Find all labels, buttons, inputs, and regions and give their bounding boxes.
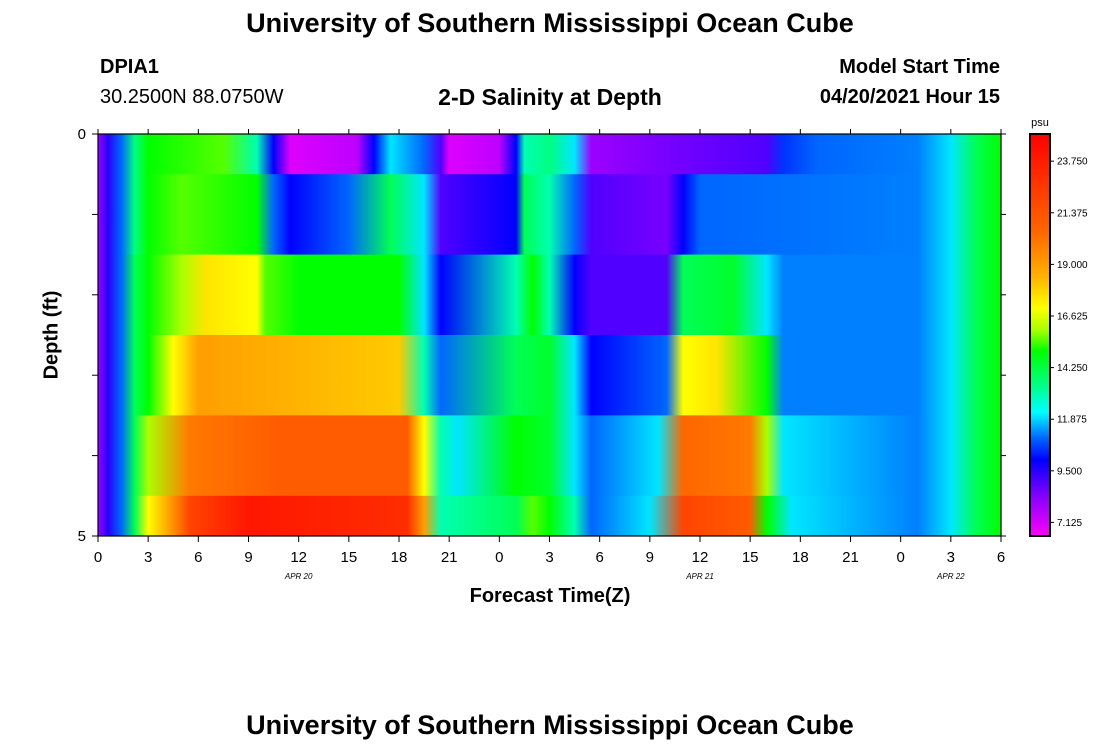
colorbar-tick-label: 9.500 — [1057, 466, 1082, 477]
x-tick-label: 6 — [595, 549, 603, 566]
x-axis-ticks: 0 3 6 9 12 15 18 21 0 3 6 9 12 15 18 21 0 3 6 — [94, 129, 1005, 566]
date-label: APR 21 — [685, 572, 714, 581]
colorbar-unit-label: psu — [1031, 117, 1049, 129]
heatmap-rows — [98, 134, 1001, 537]
x-axis-title: Forecast Time(Z) — [469, 585, 631, 607]
x-tick-label: 18 — [792, 549, 809, 566]
heatmap-row-row3 — [98, 254, 1001, 336]
heatmap-row-row5 — [98, 415, 1001, 497]
x-tick-label: 9 — [646, 549, 654, 566]
x-tick-label: 12 — [290, 549, 307, 566]
colorbar-tick-label: 11.875 — [1057, 415, 1087, 426]
colorbar-tick-label: 19.000 — [1057, 260, 1088, 271]
x-tick-label: 3 — [144, 549, 152, 566]
y-axis-ticks: 05 — [78, 126, 1006, 545]
x-tick-label: 9 — [244, 549, 252, 566]
heatmap-row-row4 — [98, 335, 1001, 416]
date-label: APR 22 — [936, 572, 965, 581]
x-tick-label: 6 — [194, 549, 202, 566]
x-tick-label: 15 — [340, 549, 357, 566]
model-start-value: 04/20/2021 Hour 15 — [819, 86, 1000, 108]
heatmap-row-row2 — [98, 174, 1001, 256]
x-tick-label: 21 — [842, 549, 859, 566]
model-start-label: Model Start Time — [839, 56, 1000, 78]
x-tick-label: 21 — [441, 549, 458, 566]
x-tick-label: 6 — [997, 549, 1005, 566]
colorbar-tick-label: 14.250 — [1057, 363, 1088, 374]
y-tick-label: 0 — [78, 126, 86, 143]
x-tick-label: 15 — [742, 549, 759, 566]
date-label: APR 20 — [284, 572, 313, 581]
colorbar-tick-label: 23.750 — [1057, 157, 1088, 168]
x-tick-label: 12 — [692, 549, 709, 566]
colorbar-tick-label: 16.625 — [1057, 311, 1088, 322]
colorbar: psu 23.750 21.375 19.000 16.625 14.250 11.875 9… — [1029, 117, 1088, 537]
x-tick-label: 0 — [896, 549, 904, 566]
x-date-labels: APR 20 APR 21 APR 22 — [284, 572, 965, 581]
x-tick-label: 3 — [545, 549, 553, 566]
y-tick-label: 5 — [78, 528, 86, 545]
heatmap-row-row6_bottom — [98, 495, 1001, 537]
colorbar-tick-label: 21.375 — [1057, 208, 1088, 219]
x-tick-label: 0 — [94, 549, 102, 566]
colorbar-tick-label: 7.125 — [1057, 518, 1082, 529]
page-title-top: University of Southern Mississippi Ocean… — [246, 8, 854, 38]
x-tick-label: 3 — [947, 549, 955, 566]
x-tick-label: 0 — [495, 549, 503, 566]
y-axis-title: Depth (ft) — [40, 290, 63, 380]
station-coordinates: 30.2500N 88.0750W — [100, 86, 284, 108]
chart-title: 2-D Salinity at Depth — [438, 84, 662, 110]
heatmap-row-row1_surface — [98, 134, 1001, 175]
station-id: DPIA1 — [100, 56, 159, 78]
page-title-bottom: University of Southern Mississippi Ocean… — [246, 710, 854, 740]
x-tick-label: 18 — [391, 549, 408, 566]
colorbar-gradient — [1029, 133, 1051, 537]
